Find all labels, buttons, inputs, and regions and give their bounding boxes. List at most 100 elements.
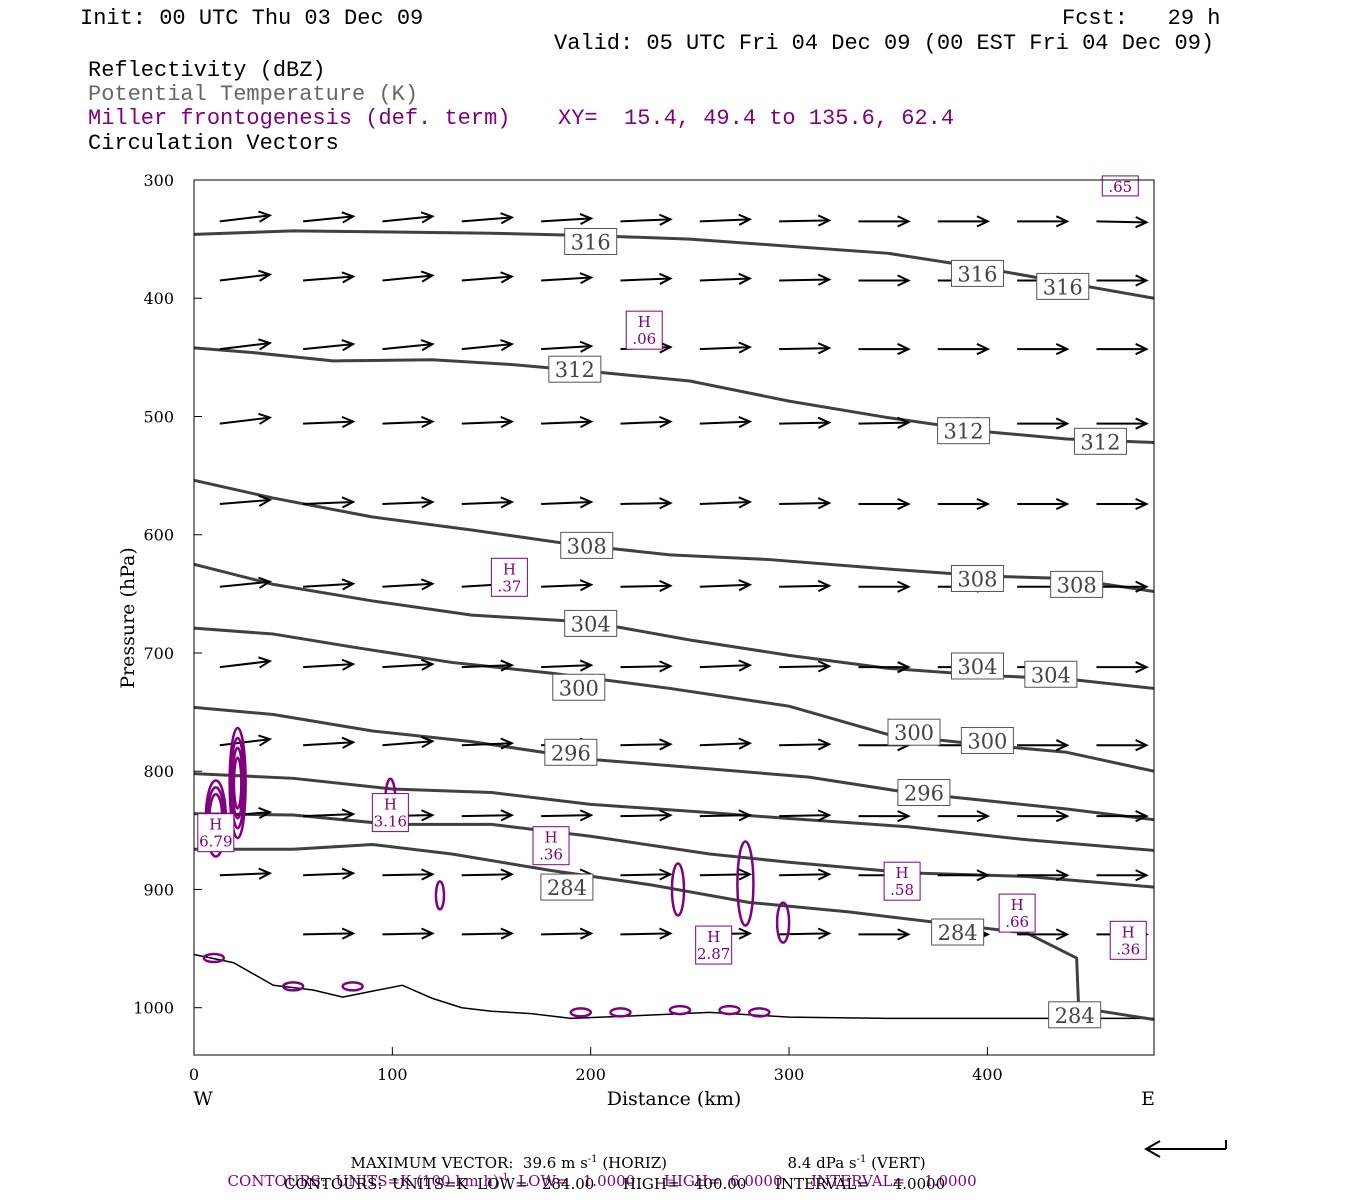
- vector-head: [659, 213, 673, 226]
- vector-head: [659, 272, 673, 285]
- vector-head: [817, 214, 832, 227]
- frontogenesis-contour: [775, 901, 791, 944]
- max-vector-line: MAXIMUM VECTOR: 39.6 m s-1 (HORIZ): [341, 1140, 668, 1171]
- isentrope-label: 308: [957, 567, 997, 591]
- vector-head: [1055, 810, 1070, 823]
- fronto-high-marker: H: [1122, 923, 1135, 941]
- y-tick-label: 400: [143, 289, 174, 308]
- frontogenesis-contour: [718, 1004, 741, 1016]
- fronto-high-value: 2.87: [697, 945, 730, 963]
- fronto-high-box: [1109, 920, 1147, 960]
- isentrope-312: [193, 346, 1155, 444]
- vector-head: [1055, 739, 1070, 752]
- isentrope-316: [193, 229, 1155, 300]
- circulation-vector: [699, 277, 750, 282]
- vector-head: [341, 927, 356, 940]
- vector-head: [579, 927, 594, 940]
- unit-exponent-vert: -1: [856, 1154, 867, 1165]
- circulation-vector: [303, 582, 354, 588]
- fronto-high-value: .06: [632, 330, 656, 348]
- vector-head: [976, 869, 991, 882]
- isentrope-label-box: [1024, 660, 1078, 688]
- vector-head: [420, 270, 435, 283]
- circulation-vector: [303, 813, 354, 818]
- vector-head: [258, 806, 273, 819]
- fronto-high-value: .36: [1116, 940, 1140, 958]
- isentrope-292: [193, 772, 1155, 852]
- circulation-vector: [541, 814, 592, 818]
- isentrope-label: 296: [904, 782, 944, 806]
- circulation-vector: [779, 814, 830, 818]
- fronto-high-box: [998, 893, 1036, 933]
- fronto-high-marker: H: [1011, 896, 1024, 914]
- vector-head: [500, 927, 515, 940]
- vector-head: [579, 272, 594, 285]
- frontogenesis-contour: [748, 1007, 771, 1018]
- vector-head: [258, 576, 273, 589]
- y-tick-label: 700: [143, 644, 174, 663]
- isentrope-label: 316: [571, 230, 611, 254]
- vector-head: [817, 738, 832, 751]
- frontogenesis-contour: [736, 840, 755, 927]
- vector-head: [897, 343, 911, 356]
- west-label: W: [193, 1088, 213, 1110]
- isentrope-label-box: [931, 918, 985, 946]
- fronto-high-value: .65: [1108, 178, 1132, 196]
- vector-head: [579, 659, 594, 672]
- isentrope-label: 300: [559, 676, 599, 700]
- vector-head: [1135, 274, 1149, 287]
- vector-head: [1135, 810, 1149, 823]
- vector-head: [817, 868, 832, 881]
- circulation-vector: [303, 275, 354, 282]
- fronto-high-value: .36: [539, 846, 563, 864]
- fronto-high-value: .58: [890, 881, 914, 899]
- isentrope-label: 316: [1043, 275, 1083, 299]
- vector-head: [659, 738, 673, 751]
- circulation-vector: [620, 277, 671, 282]
- vector-head: [976, 343, 991, 356]
- vector-head: [258, 734, 273, 747]
- isentrope-label: 300: [894, 721, 934, 745]
- vector-head: [341, 339, 356, 352]
- vector-head: [258, 412, 273, 425]
- vector-head: [579, 415, 594, 429]
- max-vector-vert-label: (VERT): [871, 1154, 926, 1172]
- field-circulation-vectors: Circulation Vectors: [88, 131, 339, 156]
- circulation-vector: [382, 873, 433, 877]
- fronto-high-box: [625, 310, 663, 350]
- isentrope-label: 304: [957, 655, 997, 679]
- fronto-high-marker: H: [638, 313, 651, 331]
- vector-head: [420, 339, 435, 352]
- vector-head: [738, 496, 753, 509]
- circulation-vector: [858, 421, 909, 425]
- isentrope-label-box: [1048, 1001, 1102, 1029]
- isentrope-label: 316: [957, 262, 997, 286]
- vector-head: [341, 736, 356, 749]
- vector-head: [897, 274, 911, 287]
- circulation-vector: [699, 814, 750, 818]
- isentrope-label-box: [887, 718, 941, 746]
- vector-head: [1055, 869, 1070, 882]
- vector-head: [420, 578, 435, 591]
- vector-head: [738, 737, 753, 750]
- circulation-vector: [461, 275, 512, 282]
- frontogenesis-contour: [569, 1007, 593, 1018]
- circulation-vector: [219, 660, 270, 669]
- vector-head: [1135, 739, 1149, 752]
- vector-head: [1135, 343, 1149, 356]
- circulation-vector: [461, 500, 512, 505]
- unit-exponent-fronto: -1: [498, 1172, 509, 1183]
- vector-head: [738, 579, 753, 592]
- circulation-vector: [382, 582, 433, 588]
- vector-head: [420, 496, 435, 509]
- vector-head: [1135, 869, 1149, 882]
- isentrope-284: [194, 843, 1155, 1022]
- vector-head: [1055, 417, 1070, 430]
- y-tick-label: 300: [143, 171, 174, 190]
- circulation-vector: [461, 873, 512, 877]
- isentrope-label-box: [544, 738, 598, 766]
- vector-head: [817, 497, 832, 510]
- vector-head: [420, 211, 435, 224]
- vector-head: [976, 497, 991, 511]
- isentrope-label-box: [564, 227, 618, 255]
